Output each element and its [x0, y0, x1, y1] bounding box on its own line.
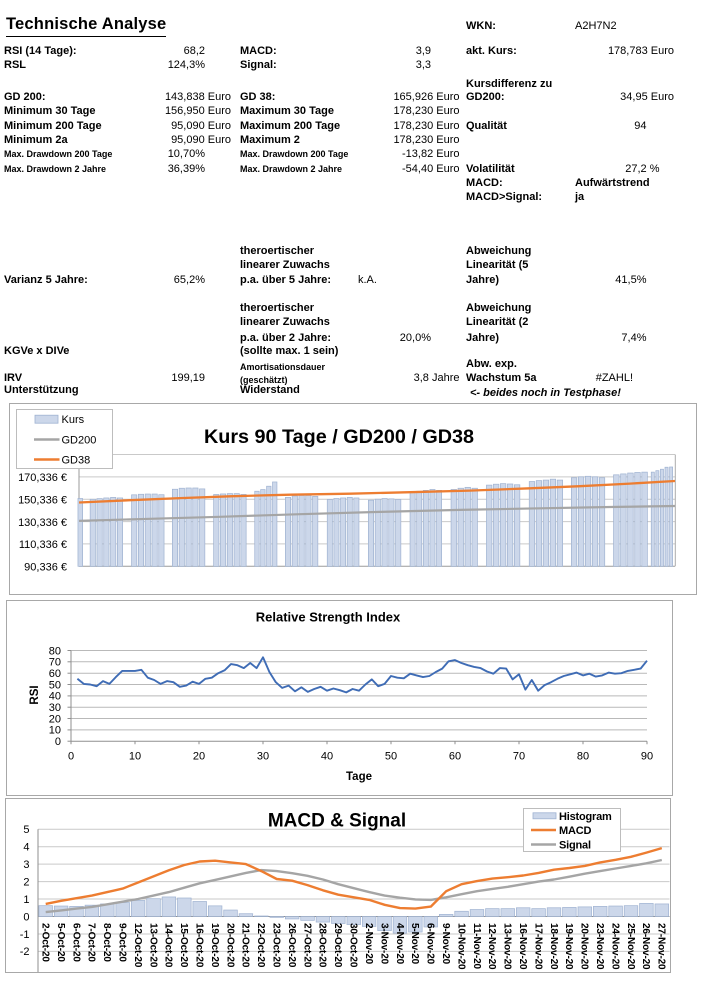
svg-text:26-Nov-20: 26-Nov-20 — [640, 923, 651, 970]
svg-text:0: 0 — [23, 911, 29, 923]
svg-text:14-Oct-20: 14-Oct-20 — [163, 923, 174, 968]
svg-text:10: 10 — [129, 751, 141, 763]
svg-text:2-Oct-20: 2-Oct-20 — [40, 923, 51, 962]
svg-text:0: 0 — [55, 736, 61, 748]
svg-text:RSI: RSI — [29, 685, 41, 704]
svg-text:0: 0 — [68, 751, 74, 763]
svg-text:170,336 €: 170,336 € — [18, 472, 67, 484]
svg-text:4: 4 — [23, 842, 29, 854]
svg-text:19-Nov-20: 19-Nov-20 — [563, 923, 574, 970]
svg-text:90: 90 — [641, 751, 653, 763]
svg-text:13-Nov-20: 13-Nov-20 — [502, 923, 513, 970]
svg-text:7-Oct-20: 7-Oct-20 — [86, 923, 97, 962]
svg-text:3-Nov-20: 3-Nov-20 — [378, 923, 389, 965]
svg-text:70: 70 — [49, 657, 61, 669]
svg-text:23-Oct-20: 23-Oct-20 — [271, 923, 282, 968]
svg-text:20-Oct-20: 20-Oct-20 — [224, 923, 235, 968]
svg-text:60: 60 — [449, 751, 461, 763]
svg-text:Histogram: Histogram — [559, 811, 612, 823]
svg-text:20: 20 — [193, 751, 205, 763]
svg-text:2-Nov-20: 2-Nov-20 — [363, 923, 374, 965]
svg-text:30: 30 — [49, 702, 61, 714]
svg-text:26-Oct-20: 26-Oct-20 — [286, 923, 297, 968]
svg-text:Tage: Tage — [346, 771, 372, 783]
svg-text:50: 50 — [385, 751, 397, 763]
svg-text:GD200: GD200 — [62, 434, 97, 446]
svg-text:Kurs 90 Tage / GD200 / GD38: Kurs 90 Tage / GD200 / GD38 — [204, 426, 474, 448]
svg-text:110,336 €: 110,336 € — [19, 539, 67, 551]
svg-text:27-Nov-20: 27-Nov-20 — [656, 923, 667, 970]
svg-text:11-Nov-20: 11-Nov-20 — [471, 923, 482, 969]
svg-text:60: 60 — [49, 668, 61, 680]
svg-text:25-Nov-20: 25-Nov-20 — [625, 923, 636, 970]
svg-text:20-Nov-20: 20-Nov-20 — [579, 923, 590, 970]
svg-text:8-Oct-20: 8-Oct-20 — [101, 923, 112, 962]
svg-text:50: 50 — [49, 679, 61, 691]
svg-text:6-Oct-20: 6-Oct-20 — [70, 923, 81, 962]
svg-text:15-Oct-20: 15-Oct-20 — [178, 923, 189, 968]
svg-text:9-Oct-20: 9-Oct-20 — [117, 923, 128, 962]
svg-text:30-Oct-20: 30-Oct-20 — [348, 923, 359, 968]
svg-text:-2: -2 — [20, 946, 30, 958]
svg-text:80: 80 — [577, 751, 589, 763]
svg-text:22-Oct-20: 22-Oct-20 — [255, 923, 266, 968]
svg-text:12-Oct-20: 12-Oct-20 — [132, 923, 143, 968]
svg-text:130,336 €: 130,336 € — [18, 517, 67, 529]
svg-text:MACD & Signal: MACD & Signal — [268, 811, 406, 832]
svg-text:Relative Strength Index: Relative Strength Index — [256, 610, 401, 625]
svg-text:4-Nov-20: 4-Nov-20 — [394, 923, 405, 965]
svg-text:30: 30 — [257, 751, 269, 763]
svg-text:29-Oct-20: 29-Oct-20 — [332, 923, 343, 968]
svg-text:2: 2 — [23, 876, 29, 888]
svg-text:12-Nov-20: 12-Nov-20 — [486, 923, 497, 970]
svg-text:28-Oct-20: 28-Oct-20 — [317, 923, 328, 968]
svg-text:20: 20 — [49, 713, 61, 725]
svg-text:Kurs: Kurs — [62, 414, 85, 426]
svg-text:GD38: GD38 — [62, 454, 91, 466]
svg-text:23-Nov-20: 23-Nov-20 — [594, 923, 605, 970]
svg-text:10: 10 — [49, 725, 61, 737]
svg-text:80: 80 — [49, 645, 61, 657]
svg-text:3: 3 — [23, 859, 29, 871]
svg-text:MACD: MACD — [559, 825, 591, 837]
svg-text:16-Oct-20: 16-Oct-20 — [194, 923, 205, 968]
svg-text:21-Oct-20: 21-Oct-20 — [240, 923, 251, 968]
svg-text:10-Nov-20: 10-Nov-20 — [455, 923, 466, 970]
svg-text:90,336 €: 90,336 € — [24, 562, 67, 574]
svg-text:16-Nov-20: 16-Nov-20 — [517, 923, 528, 970]
svg-text:5-Oct-20: 5-Oct-20 — [55, 923, 66, 962]
svg-text:27-Oct-20: 27-Oct-20 — [301, 923, 312, 968]
svg-text:-1: -1 — [20, 929, 30, 941]
svg-text:6-Nov-20: 6-Nov-20 — [425, 923, 436, 965]
svg-text:5-Nov-20: 5-Nov-20 — [409, 923, 420, 965]
svg-text:18-Nov-20: 18-Nov-20 — [548, 923, 559, 970]
svg-text:70: 70 — [513, 751, 525, 763]
svg-text:19-Oct-20: 19-Oct-20 — [209, 923, 220, 968]
svg-text:Signal: Signal — [559, 840, 591, 852]
svg-text:40: 40 — [321, 751, 333, 763]
svg-text:17-Nov-20: 17-Nov-20 — [532, 923, 543, 970]
svg-text:1: 1 — [23, 894, 29, 906]
svg-text:150,336 €: 150,336 € — [18, 494, 67, 506]
svg-text:13-Oct-20: 13-Oct-20 — [147, 923, 158, 968]
svg-text:9-Nov-20: 9-Nov-20 — [440, 923, 451, 965]
svg-text:40: 40 — [49, 691, 61, 703]
svg-text:5: 5 — [23, 824, 29, 836]
svg-text:24-Nov-20: 24-Nov-20 — [609, 923, 620, 970]
